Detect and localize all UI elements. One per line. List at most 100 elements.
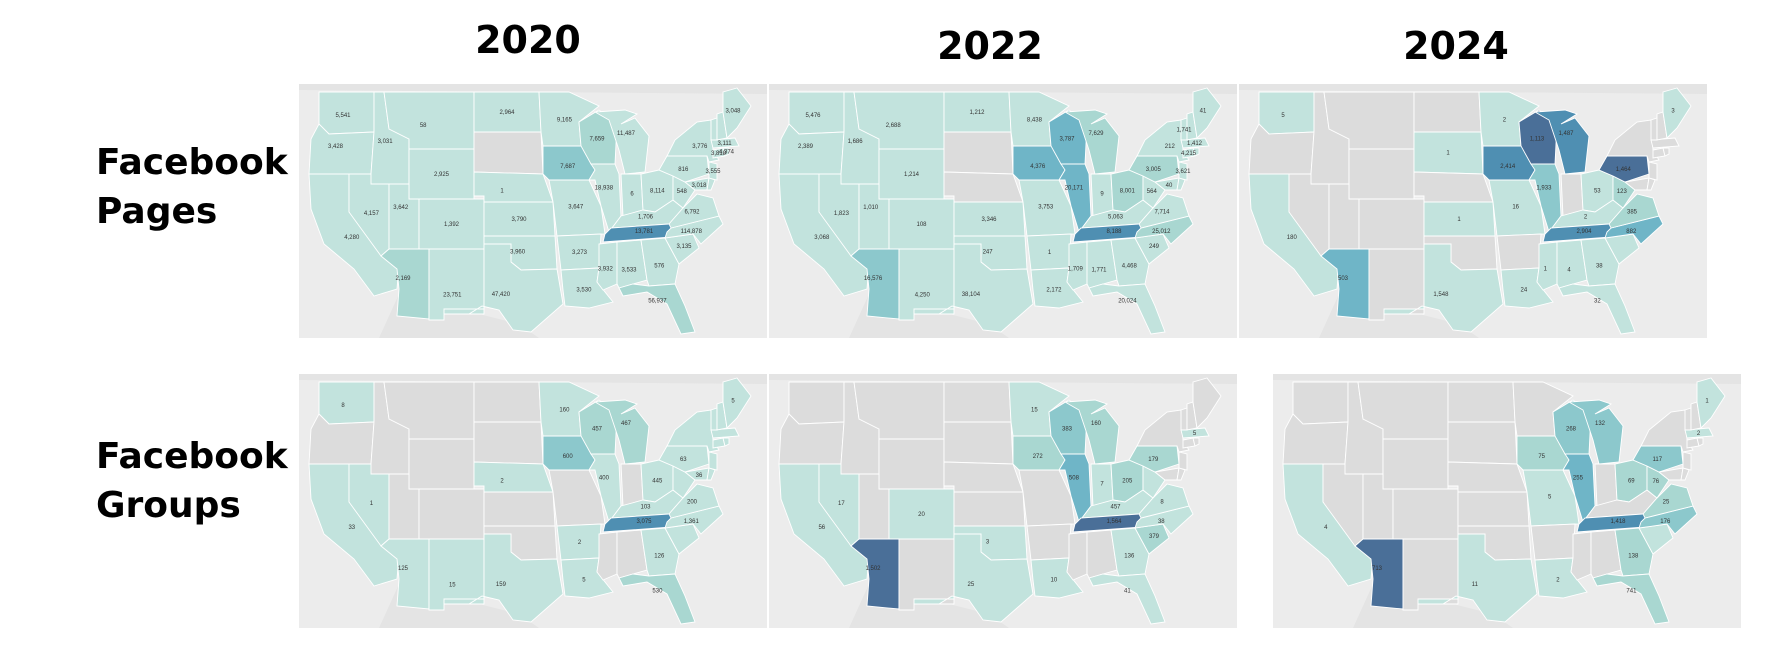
state-ks (953, 491, 1026, 527)
state-value-nm: 23,751 (443, 292, 462, 298)
state-value-il: 1,933 (1536, 185, 1552, 191)
state-value-ca: 4 (1324, 525, 1328, 531)
state-ma (710, 137, 740, 149)
state-fl (618, 573, 696, 625)
state-nj (708, 161, 718, 181)
map-groups-2022: 56 17 1,502 20 3 25 15 272 10 383 160 508 7 205 457 1,5… (769, 374, 1237, 628)
state-value-oh: 205 (1122, 478, 1133, 484)
state-value-tx: 47,420 (492, 292, 511, 298)
state-value-me: 3,048 (725, 109, 741, 115)
state-value-il: 18,938 (595, 185, 614, 191)
state-ri (722, 437, 730, 447)
map-groups-2020: 8 33 1 125 15 2 159 160 600 2 5 457 467 400 445 103 3,07… (299, 374, 767, 628)
state-value-oh: 53 (1594, 188, 1601, 194)
map-pages-2022: 5,476 2,389 3,068 1,823 1,686 2,688 1,214 1,010… (769, 84, 1237, 338)
state-nj (1648, 161, 1658, 181)
state-value-fl: 20,024 (1118, 299, 1137, 305)
state-value-ky: 457 (1110, 504, 1121, 510)
state-de (706, 177, 716, 191)
state-value-az: 1,502 (865, 566, 881, 572)
state-mi (593, 399, 650, 465)
state-value-ut: 1,010 (863, 205, 879, 211)
state-value-mn: 2 (1503, 117, 1507, 123)
state-vt (1650, 117, 1658, 141)
map-svg: 8 33 1 125 15 2 159 160 600 2 5 457 467 400 445 103 3,07… (299, 374, 767, 628)
state-value-wv: 123 (1617, 189, 1628, 195)
state-value-me: 1 (1705, 399, 1709, 405)
state-mi (1533, 109, 1590, 175)
state-value-az: 2,169 (395, 276, 411, 282)
state-value-vt: 1,741 (1176, 128, 1192, 134)
state-value-sd: 1 (1446, 151, 1450, 157)
state-wa (1292, 381, 1349, 425)
state-nc (1638, 505, 1698, 535)
state-nc (664, 215, 724, 245)
state-value-ct: 4,215 (1181, 151, 1197, 157)
state-value-fl: 32 (1594, 299, 1601, 305)
state-mi (1063, 109, 1120, 175)
state-value-co: 108 (916, 222, 927, 228)
state-value-ca: 3,068 (814, 235, 830, 241)
state-vt (710, 407, 718, 431)
state-value-ga: 136 (1124, 553, 1135, 559)
state-value-la: 5 (582, 577, 586, 583)
state-value-tn: 8,188 (1106, 229, 1122, 235)
canada-landmass (769, 374, 1237, 384)
state-nj (1682, 451, 1692, 471)
state-value-ok: 3 (986, 540, 990, 546)
state-value-il: 400 (599, 475, 610, 481)
state-value-pa: 816 (678, 167, 689, 173)
state-value-me: 5 (731, 399, 735, 405)
state-value-nc: 38 (1158, 519, 1165, 525)
state-ma (1180, 427, 1210, 439)
state-value-la: 24 (1521, 287, 1528, 293)
state-value-nc: 1,361 (684, 519, 700, 525)
state-ri (1662, 147, 1670, 157)
state-value-tn: 2,904 (1576, 229, 1592, 235)
state-value-wa: 5,476 (805, 113, 821, 119)
state-value-nc: 882 (1626, 229, 1637, 235)
state-ne (473, 461, 554, 493)
state-vt (710, 117, 718, 141)
state-me (1192, 377, 1222, 429)
state-value-ms: 1 (1544, 266, 1548, 272)
state-value-wv: 76 (1652, 479, 1659, 485)
state-value-ca: 56 (818, 525, 825, 531)
state-ma (710, 427, 740, 439)
state-value-wv: 564 (1147, 189, 1158, 195)
state-value-nv: 1 (370, 501, 374, 507)
state-ms (596, 531, 618, 581)
state-mi (1567, 399, 1624, 465)
state-value-mo: 5 (1548, 494, 1552, 500)
year-header-2020: 2020 (475, 18, 581, 62)
state-value-ne: 2 (500, 478, 504, 484)
state-fl (1592, 573, 1670, 625)
state-value-mi: 467 (621, 421, 632, 427)
state-value-ar: 2 (578, 540, 582, 546)
state-value-pa: 117 (1653, 457, 1663, 463)
state-in (620, 463, 644, 507)
state-value-ms: 3,932 (598, 266, 614, 272)
state-me (722, 377, 752, 429)
state-value-ut: 3,642 (393, 205, 409, 211)
state-de (706, 467, 716, 481)
state-value-in: 7 (1100, 482, 1104, 488)
state-az (380, 248, 430, 320)
state-value-mi: 132 (1595, 421, 1606, 427)
state-value-mn: 15 (1031, 407, 1038, 413)
state-value-mn: 160 (559, 407, 570, 413)
state-value-wi: 457 (592, 426, 603, 432)
state-value-mn: 9,165 (557, 117, 573, 123)
state-value-fl: 41 (1124, 589, 1131, 595)
state-value-co: 20 (918, 512, 925, 518)
state-value-ca: 4,280 (344, 235, 360, 241)
state-wa (788, 381, 845, 425)
state-value-fl: 530 (652, 589, 663, 595)
state-value-nc: 176 (1660, 519, 1671, 525)
state-value-ny: 3,776 (692, 144, 708, 150)
state-fl (1088, 573, 1166, 625)
state-de (1646, 177, 1656, 191)
state-value-mn: 8,438 (1027, 117, 1043, 123)
state-value-mt: 58 (420, 123, 427, 129)
state-nc (1134, 215, 1194, 245)
